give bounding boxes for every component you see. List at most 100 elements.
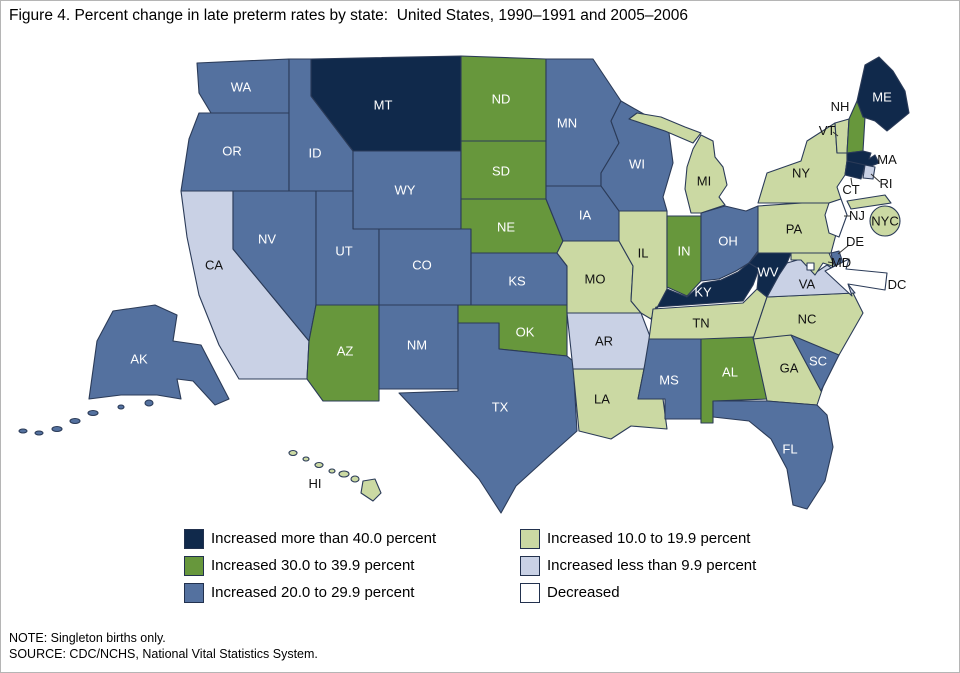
state-label-pa: PA (786, 222, 803, 237)
state-label-or: OR (222, 144, 242, 159)
state-ct (844, 160, 866, 180)
state-label-nm: NM (407, 338, 427, 353)
state-label-in: IN (678, 244, 691, 259)
leader-line-de (837, 244, 850, 255)
figure-title: Figure 4. Percent change in late preterm… (9, 7, 689, 24)
legend-swatch-inc10 (520, 528, 540, 549)
legend-item-inc40: Increased more than 40.0 percent (184, 525, 436, 552)
state-label-mn: MN (557, 116, 577, 131)
legend-column-1: Increased more than 40.0 percent Increas… (184, 525, 436, 606)
state-label-az: AZ (337, 344, 354, 359)
state-label-dc: DC (888, 277, 907, 292)
state-wv (748, 252, 792, 298)
state-label-il: IL (638, 246, 649, 261)
legend-swatch-dec (520, 582, 540, 603)
state-tx (398, 322, 578, 514)
state-label-mi: MI (697, 174, 711, 189)
state-mi-part2 (628, 112, 702, 144)
state-label-ia: IA (579, 208, 592, 223)
state-label-al: AL (722, 365, 738, 380)
state-label-ma: MA (877, 152, 897, 167)
state-label-fl: FL (782, 442, 797, 457)
state-ak-island7 (144, 399, 154, 407)
state-label-hi: HI (309, 476, 322, 491)
state-dc-part2 (824, 258, 888, 297)
state-label-ny: NY (792, 166, 810, 181)
leader-line-vt (832, 131, 839, 137)
state-label-sc: SC (809, 354, 827, 369)
state-nyc-island1 (869, 205, 901, 237)
legend-label-inc20: Increased 20.0 to 29.9 percent (211, 584, 415, 601)
state-label-tx: TX (492, 400, 509, 415)
state-ak-island2 (69, 417, 81, 425)
state-label-co: CO (412, 258, 432, 273)
state-oh (700, 205, 759, 282)
legend-swatch-inc20 (184, 582, 204, 603)
state-hi-island2 (302, 456, 310, 462)
state-label-tn: TN (692, 316, 709, 331)
state-ak-island4 (34, 430, 44, 436)
state-label-la: LA (594, 392, 610, 407)
state-label-nh: NH (831, 99, 850, 114)
legend-item-inc0: Increased less than 9.9 percent (520, 552, 756, 579)
legend-swatch-inc40 (184, 528, 204, 549)
state-nh (846, 100, 866, 154)
state-label-nd: ND (492, 92, 511, 107)
state-label-mo: MO (585, 272, 606, 287)
legend-item-inc30: Increased 30.0 to 39.9 percent (184, 552, 436, 579)
legend-column-2: Increased 10.0 to 19.9 percent Increased… (520, 525, 756, 606)
figure-note: NOTE: Singleton births only. (9, 631, 166, 645)
state-ky (650, 262, 760, 320)
figure-source: SOURCE: CDC/NCHS, National Vital Statist… (9, 647, 318, 661)
legend-swatch-inc0 (520, 555, 540, 576)
state-label-ar: AR (595, 334, 613, 349)
state-label-ne: NE (497, 220, 515, 235)
state-ak-island6 (117, 404, 125, 410)
legend-label-inc0: Increased less than 9.9 percent (547, 557, 757, 574)
state-label-wa: WA (231, 80, 252, 95)
state-nj (824, 198, 848, 238)
state-label-id: ID (309, 146, 322, 161)
state-label-nv: NV (258, 232, 276, 247)
state-label-nc: NC (798, 312, 817, 327)
state-dc (806, 262, 815, 271)
state-label-sd: SD (492, 164, 510, 179)
state-label-me: ME (872, 90, 892, 105)
state-hi-island5 (338, 470, 350, 478)
state-in (666, 215, 702, 297)
state-label-ca: CA (205, 258, 223, 273)
state-ri (862, 164, 876, 180)
state-ak (88, 304, 230, 406)
state-label-ct: CT (842, 182, 859, 197)
state-label-ms: MS (659, 373, 679, 388)
state-label-ky: KY (694, 285, 712, 300)
state-hi (360, 478, 382, 502)
state-ak-island1 (87, 409, 99, 417)
state-label-ga: GA (780, 361, 799, 376)
legend-label-inc30: Increased 30.0 to 39.9 percent (211, 557, 415, 574)
state-me (856, 56, 910, 132)
state-label-mt: MT (374, 98, 393, 113)
state-label-ks: KS (508, 274, 526, 289)
legend-label-inc40: Increased more than 40.0 percent (211, 530, 437, 547)
state-label-md: MD (831, 255, 851, 270)
legend-item-inc10: Increased 10.0 to 19.9 percent (520, 525, 756, 552)
legend-item-inc20: Increased 20.0 to 29.9 percent (184, 579, 436, 606)
state-label-nj: NJ (849, 208, 865, 223)
state-label-oh: OH (718, 234, 738, 249)
state-ak-island3 (51, 425, 63, 433)
state-hi-island1 (288, 449, 298, 457)
state-fl (712, 400, 834, 510)
state-label-va: VA (799, 277, 816, 292)
legend-label-dec: Decreased (547, 584, 620, 601)
state-label-ri: RI (880, 176, 893, 191)
leader-line-md (827, 261, 835, 264)
state-label-wi: WI (629, 157, 645, 172)
state-label-vt: VT (819, 123, 836, 138)
figure-notes: NOTE: Singleton births only. SOURCE: CDC… (9, 630, 318, 662)
legend-item-dec: Decreased (520, 579, 756, 606)
state-ak-island5 (18, 428, 28, 434)
legend-swatch-inc30 (184, 555, 204, 576)
